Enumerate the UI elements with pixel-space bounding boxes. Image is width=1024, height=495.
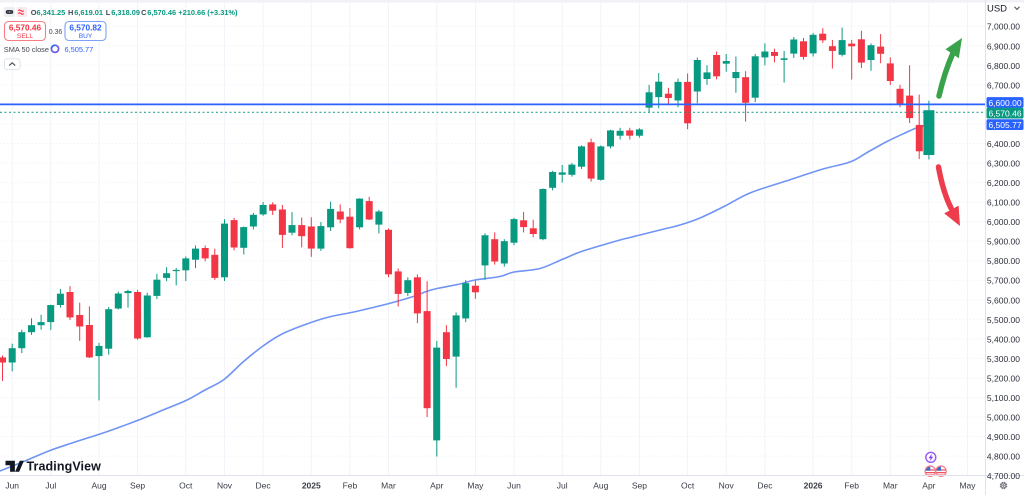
svg-text:5,300.00: 5,300.00: [987, 354, 1020, 364]
svg-text:Apr: Apr: [430, 481, 443, 491]
svg-text:Jul: Jul: [557, 481, 568, 491]
svg-text:C: C: [141, 8, 147, 17]
svg-text:5,400.00: 5,400.00: [987, 334, 1020, 344]
svg-text:5,100.00: 5,100.00: [987, 393, 1020, 403]
svg-text:BUY: BUY: [79, 33, 93, 40]
svg-text:6,570.82: 6,570.82: [69, 23, 102, 33]
svg-text:4,800.00: 4,800.00: [987, 452, 1020, 462]
svg-text:6,341.25: 6,341.25: [37, 8, 66, 17]
svg-text:4,900.00: 4,900.00: [987, 432, 1020, 442]
svg-text:6,570.46: 6,570.46: [9, 23, 42, 33]
svg-text:6,570.46: 6,570.46: [147, 8, 176, 17]
svg-text:5,900.00: 5,900.00: [987, 237, 1020, 247]
svg-text:Aug: Aug: [91, 481, 106, 491]
svg-text:6,800.00: 6,800.00: [987, 61, 1020, 71]
svg-text:SELL: SELL: [17, 33, 33, 40]
svg-text:Aug: Aug: [593, 481, 608, 491]
svg-text:6,570.46: 6,570.46: [988, 109, 1021, 119]
svg-text:5,700.00: 5,700.00: [987, 276, 1020, 286]
svg-text:Jun: Jun: [507, 481, 521, 491]
svg-text:6,300.00: 6,300.00: [987, 159, 1020, 169]
svg-text:O: O: [31, 8, 37, 17]
svg-text:0.36: 0.36: [49, 29, 63, 36]
svg-text:6,400.00: 6,400.00: [987, 139, 1020, 149]
svg-text:6,100.00: 6,100.00: [987, 198, 1020, 208]
svg-text:Nov: Nov: [719, 481, 735, 491]
svg-text:6,619.01: 6,619.01: [74, 8, 103, 17]
svg-text:Oct: Oct: [681, 481, 695, 491]
svg-text:Sep: Sep: [632, 481, 647, 491]
svg-text:2026: 2026: [804, 481, 823, 491]
svg-text:2025: 2025: [302, 481, 321, 491]
svg-text:6,505.77: 6,505.77: [65, 45, 94, 54]
svg-text:6,200.00: 6,200.00: [987, 178, 1020, 188]
svg-text:Dec: Dec: [256, 481, 272, 491]
svg-text:6,600.00: 6,600.00: [988, 98, 1021, 108]
svg-text:May: May: [959, 481, 976, 491]
svg-text:Jun: Jun: [5, 481, 19, 491]
svg-text:Sep: Sep: [130, 481, 145, 491]
svg-text:TradingView: TradingView: [27, 460, 102, 474]
svg-text:6,000.00: 6,000.00: [987, 217, 1020, 227]
svg-text:+210.66 (+3.31%): +210.66 (+3.31%): [178, 8, 238, 17]
svg-text:4,700.00: 4,700.00: [987, 471, 1020, 481]
svg-text:Apr: Apr: [922, 481, 935, 491]
svg-text:Mar: Mar: [883, 481, 898, 491]
svg-text:6,700.00: 6,700.00: [987, 80, 1020, 90]
svg-text:5,600.00: 5,600.00: [987, 295, 1020, 305]
svg-text:6,900.00: 6,900.00: [987, 41, 1020, 51]
svg-text:Mar: Mar: [381, 481, 396, 491]
svg-text:Feb: Feb: [343, 481, 358, 491]
svg-text:5,800.00: 5,800.00: [987, 256, 1020, 266]
svg-text:Oct: Oct: [179, 481, 193, 491]
svg-text:5,000.00: 5,000.00: [987, 413, 1020, 423]
svg-text:Nov: Nov: [217, 481, 233, 491]
svg-text:L: L: [106, 8, 111, 17]
svg-text:Jul: Jul: [45, 481, 56, 491]
svg-text:5,200.00: 5,200.00: [987, 373, 1020, 383]
svg-text:6,318.09: 6,318.09: [111, 8, 140, 17]
svg-text:6,505.77: 6,505.77: [988, 120, 1021, 130]
svg-text:5,500.00: 5,500.00: [987, 315, 1020, 325]
svg-text:7,000.00: 7,000.00: [987, 22, 1020, 32]
svg-text:USD: USD: [987, 4, 1007, 15]
svg-text:Dec: Dec: [757, 481, 773, 491]
svg-text:May: May: [467, 481, 484, 491]
svg-text:H: H: [68, 8, 73, 17]
svg-text:SMA 50 close: SMA 50 close: [4, 45, 49, 54]
svg-text:Feb: Feb: [844, 481, 859, 491]
